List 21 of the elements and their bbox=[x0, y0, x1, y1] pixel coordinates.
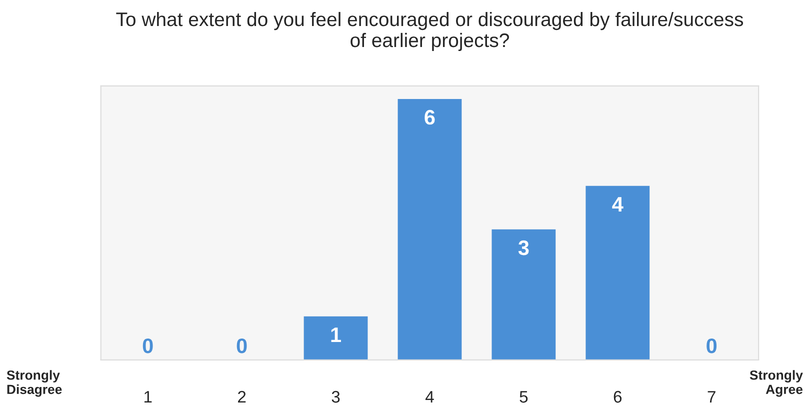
bar bbox=[398, 98, 462, 360]
x-tick-label: 4 bbox=[425, 391, 434, 403]
bar bbox=[492, 229, 556, 360]
data-label: 6 bbox=[424, 110, 435, 125]
data-label: 0 bbox=[706, 338, 717, 354]
text: Strongly Agree bbox=[750, 370, 803, 397]
chart-title: To what extent do you feel encouraged or discouraged by failure/success of earlier projects? bbox=[116, 12, 744, 52]
x-tick-label: 2 bbox=[238, 390, 246, 403]
data-label: 4 bbox=[612, 197, 624, 212]
data-label: 1 bbox=[331, 328, 341, 342]
bar bbox=[304, 316, 368, 360]
data-label: 0 bbox=[142, 338, 153, 354]
bar bbox=[586, 186, 650, 360]
x-tick-label: 7 bbox=[708, 391, 716, 403]
text: Strongly Disagree bbox=[6, 370, 62, 397]
x-tick-label: 3 bbox=[332, 390, 340, 403]
data-label: 0 bbox=[236, 338, 247, 354]
x-tick-label: 6 bbox=[614, 390, 622, 403]
x-tick-label: 5 bbox=[520, 391, 528, 403]
data-label: 3 bbox=[518, 240, 529, 256]
x-tick-label: 1 bbox=[144, 391, 152, 403]
